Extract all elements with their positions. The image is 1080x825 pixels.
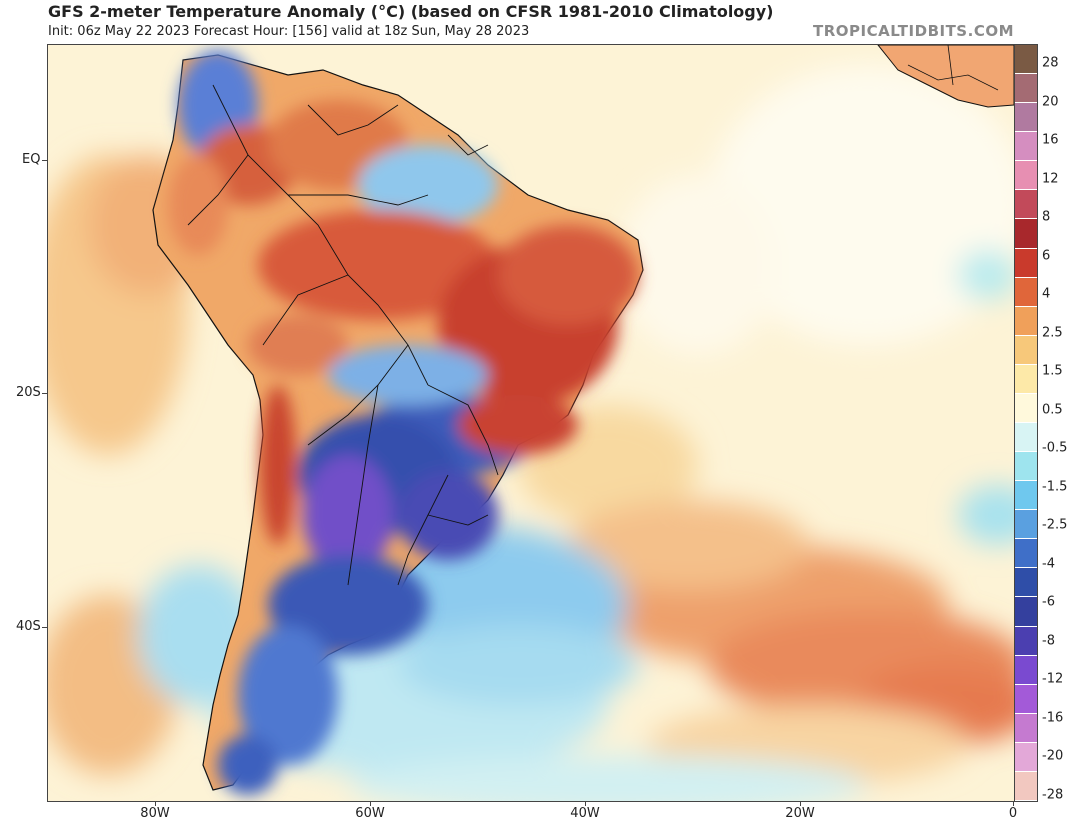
colorbar-segment [1015,132,1037,162]
lon-label-40w: 40W [570,806,600,821]
lon-label-60w: 60W [355,806,385,821]
colorbar-segment [1015,190,1037,220]
colorbar-label: 12 [1042,171,1059,186]
colorbar-segment [1015,306,1037,336]
colorbar-segment [1015,539,1037,569]
country-borders [187,84,499,586]
lat-label-40s: 40S [16,619,41,634]
colorbar-segment [1015,161,1037,191]
colorbar-segment [1015,742,1037,772]
lon-label-80w: 80W [140,806,170,821]
lon-label-20w: 20W [785,806,815,821]
map-subtitle: Init: 06z May 22 2023 Forecast Hour: [15… [48,24,530,39]
colorbar-label: -1.5 [1042,479,1068,494]
colorbar-label: 4 [1042,286,1051,302]
lon-tick [800,801,801,806]
lon-label-0: 0 [1008,806,1018,821]
colorbar-label: 28 [1042,55,1059,71]
lat-label-20s: 20S [16,385,41,400]
colorbar-segment [1015,423,1037,453]
colorbar-segment [1015,655,1037,685]
map-title: GFS 2-meter Temperature Anomaly (°C) (ba… [48,2,774,21]
colorbar-segment [1015,74,1037,104]
africa-borders [907,45,999,91]
colorbar-label: -4 [1042,556,1055,571]
colorbar-label: -8 [1042,633,1055,648]
colorbar-label: -6 [1042,594,1055,610]
africa-land [877,45,1014,108]
colorbar-segment [1015,45,1037,75]
colorbar-label: -0.5 [1042,440,1068,456]
lon-tick [370,801,371,806]
colorbar-segment [1015,103,1037,133]
colorbar-segment [1015,277,1037,307]
colorbar-label: 0.5 [1042,402,1063,417]
colorbar-segment [1015,364,1037,394]
colorbar-label: 2.5 [1042,325,1063,340]
colorbar-label: -28 [1042,787,1064,802]
colorbar-label: -20 [1042,748,1064,764]
colorbar-label: 6 [1042,248,1051,263]
lon-tick [1013,801,1014,806]
colorbar-label: 8 [1042,209,1051,225]
lon-tick [585,801,586,806]
colorbar-segment [1015,452,1037,482]
lat-tick [42,160,47,161]
colorbar-label: -2.5 [1042,517,1068,533]
temperature-anomaly-map [47,44,1015,802]
lat-label-eq: EQ [22,152,41,167]
lon-tick [155,801,156,806]
colorbar [1014,44,1038,802]
colorbar-segment [1015,510,1037,540]
colorbar-segment [1015,684,1037,714]
colorbar-segment [1015,248,1037,278]
colorbar-label: -16 [1042,710,1064,725]
lat-tick [42,393,47,394]
colorbar-label: -12 [1042,671,1064,687]
colorbar-segment [1015,481,1037,511]
colorbar-segment [1015,771,1037,801]
colorbar-segment [1015,335,1037,365]
brand-watermark: TROPICALTIDBITS.COM [813,22,1014,40]
map-canvas [48,45,1014,801]
colorbar-label: 1.5 [1042,363,1063,379]
land-anomaly-shading [168,50,638,795]
colorbar-segment [1015,597,1037,627]
colorbar-segment [1015,219,1037,249]
colorbar-segment [1015,393,1037,423]
colorbar-label: 16 [1042,132,1059,148]
colorbar-label: 20 [1042,94,1059,109]
colorbar-segment [1015,568,1037,598]
lat-tick [42,627,47,628]
colorbar-segment [1015,626,1037,656]
colorbar-segment [1015,713,1037,743]
